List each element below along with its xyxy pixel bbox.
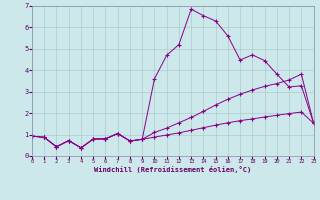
X-axis label: Windchill (Refroidissement éolien,°C): Windchill (Refroidissement éolien,°C)	[94, 166, 252, 173]
